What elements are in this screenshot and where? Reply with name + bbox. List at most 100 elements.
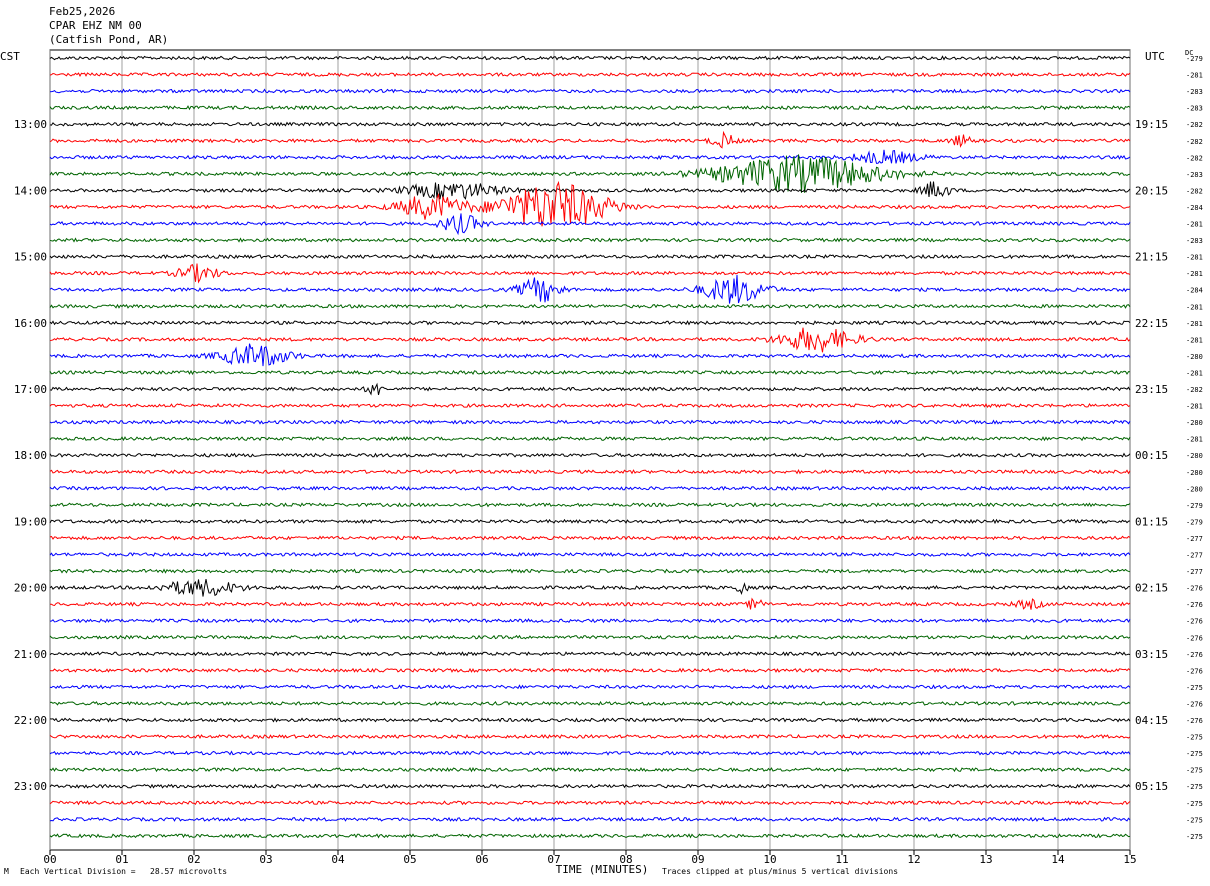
left-hour-label: 13:00 bbox=[14, 118, 47, 131]
seismic-trace bbox=[49, 154, 1131, 193]
right-hour-label: 23:15 bbox=[1135, 383, 1168, 396]
dc-offset-label: -282 bbox=[1186, 138, 1203, 146]
right-timezone: UTC bbox=[1145, 50, 1165, 63]
clip-note: Traces clipped at plus/minus 5 vertical … bbox=[662, 867, 899, 876]
x-axis-label: TIME (MINUTES) bbox=[556, 863, 649, 876]
x-tick-label: 14 bbox=[1051, 853, 1065, 866]
dc-offset-label: -283 bbox=[1186, 88, 1203, 96]
seismic-trace bbox=[49, 180, 1131, 227]
right-hour-label: 02:15 bbox=[1135, 582, 1168, 595]
left-hour-label: 21:00 bbox=[14, 648, 47, 661]
x-tick-label: 08 bbox=[619, 853, 632, 866]
x-tick-label: 05 bbox=[403, 853, 416, 866]
seismic-trace bbox=[49, 253, 1131, 260]
seismic-trace bbox=[49, 55, 1131, 61]
scale-note: Each Vertical Division = 28.57 microvolt… bbox=[20, 867, 228, 876]
dc-offset-label: -276 bbox=[1186, 618, 1203, 626]
left-hour-label: 14:00 bbox=[14, 184, 47, 197]
dc-offset-label: -277 bbox=[1186, 535, 1203, 543]
right-hour-label: 01:15 bbox=[1135, 515, 1168, 528]
seismic-trace bbox=[49, 816, 1131, 822]
seismic-trace bbox=[49, 213, 1131, 236]
seismic-trace bbox=[49, 634, 1131, 640]
seismic-trace bbox=[49, 181, 1131, 200]
left-hour-label: 15:00 bbox=[14, 251, 47, 264]
dc-offset-label: -275 bbox=[1186, 767, 1203, 775]
seismic-trace bbox=[49, 469, 1131, 475]
dc-offset-label: -280 bbox=[1186, 485, 1203, 493]
seismic-trace bbox=[49, 618, 1131, 624]
dc-offset-label: -275 bbox=[1186, 816, 1203, 824]
dc-offset-label: -281 bbox=[1186, 221, 1203, 229]
x-tick-label: 11 bbox=[835, 853, 848, 866]
dc-offset-label: -284 bbox=[1186, 204, 1203, 212]
dc-offset-label: -275 bbox=[1186, 734, 1203, 742]
left-hour-label: 20:00 bbox=[14, 582, 47, 595]
x-tick-label: 01 bbox=[115, 853, 128, 866]
right-hour-label: 20:15 bbox=[1135, 184, 1168, 197]
dc-offset-label: -283 bbox=[1186, 171, 1203, 179]
dc-offset-label: -282 bbox=[1186, 154, 1203, 162]
left-timezone: CST bbox=[0, 50, 20, 63]
station-header: Feb25,2026 CPAR EHZ NM 00 (Catfish Pond,… bbox=[49, 5, 168, 47]
dc-offset-label: -282 bbox=[1186, 121, 1203, 129]
dc-offset-label: -279 bbox=[1186, 55, 1203, 63]
left-hour-label: 22:00 bbox=[14, 714, 47, 727]
seismic-trace bbox=[49, 800, 1131, 806]
x-tick-label: 04 bbox=[331, 853, 345, 866]
plot-frame bbox=[49, 49, 1131, 851]
seismic-trace bbox=[49, 651, 1131, 657]
left-hour-label: 16:00 bbox=[14, 317, 47, 330]
seismic-trace bbox=[49, 237, 1131, 243]
seismic-trace bbox=[49, 552, 1131, 558]
dc-offset-label: -282 bbox=[1186, 187, 1203, 195]
seismic-trace bbox=[49, 667, 1131, 673]
dc-offset-label: -281 bbox=[1186, 303, 1203, 311]
dc-offset-label: -280 bbox=[1186, 469, 1203, 477]
dc-offset-label: -280 bbox=[1186, 452, 1203, 460]
seismic-trace bbox=[49, 72, 1131, 78]
seismic-trace bbox=[49, 88, 1131, 94]
dc-offset-label: -276 bbox=[1186, 601, 1203, 609]
seismic-trace bbox=[49, 579, 1130, 597]
x-tick-label: 15 bbox=[1123, 853, 1136, 866]
seismic-trace bbox=[49, 568, 1131, 574]
seismic-trace bbox=[49, 327, 1131, 353]
dc-offset-label: -283 bbox=[1186, 237, 1203, 245]
left-hour-label: 18:00 bbox=[14, 449, 47, 462]
seismic-trace bbox=[49, 700, 1131, 706]
seismic-trace bbox=[49, 419, 1131, 425]
seismic-trace bbox=[49, 783, 1131, 789]
dc-offset-label: -281 bbox=[1186, 72, 1203, 80]
right-hour-label: 21:15 bbox=[1135, 251, 1168, 264]
dc-offset-label: -275 bbox=[1186, 750, 1203, 758]
seismic-trace bbox=[49, 436, 1131, 442]
dc-offset-label: -282 bbox=[1186, 386, 1203, 394]
seismic-trace bbox=[49, 263, 1131, 284]
dc-offset-label: -280 bbox=[1186, 419, 1203, 427]
header-station: CPAR EHZ NM 00 bbox=[49, 19, 142, 32]
seismic-trace bbox=[49, 149, 1131, 164]
dc-offset-label: -276 bbox=[1186, 717, 1203, 725]
dc-offset-label: -281 bbox=[1186, 254, 1203, 262]
right-hour-label: 22:15 bbox=[1135, 317, 1168, 330]
seismic-trace bbox=[49, 833, 1131, 839]
right-hour-label: 03:15 bbox=[1135, 648, 1168, 661]
seismic-trace bbox=[49, 382, 1131, 396]
seismic-trace bbox=[49, 502, 1131, 508]
seismic-trace bbox=[49, 343, 1131, 367]
seismic-trace bbox=[49, 733, 1131, 740]
dc-offset-label: -284 bbox=[1186, 287, 1203, 295]
dc-offset-label: -281 bbox=[1186, 403, 1203, 411]
seismic-trace bbox=[49, 750, 1131, 756]
dc-offset-label: -281 bbox=[1186, 369, 1203, 377]
corner-mark: M bbox=[4, 867, 9, 876]
dc-offset-label: -280 bbox=[1186, 353, 1203, 361]
x-tick-label: 09 bbox=[691, 853, 704, 866]
x-tick-label: 12 bbox=[907, 853, 920, 866]
dc-offset-label: -277 bbox=[1186, 568, 1203, 576]
dc-header: DC bbox=[1185, 49, 1194, 57]
header-date: Feb25,2026 bbox=[49, 5, 116, 18]
left-hour-label: 17:00 bbox=[14, 383, 47, 396]
seismic-trace bbox=[49, 717, 1131, 723]
